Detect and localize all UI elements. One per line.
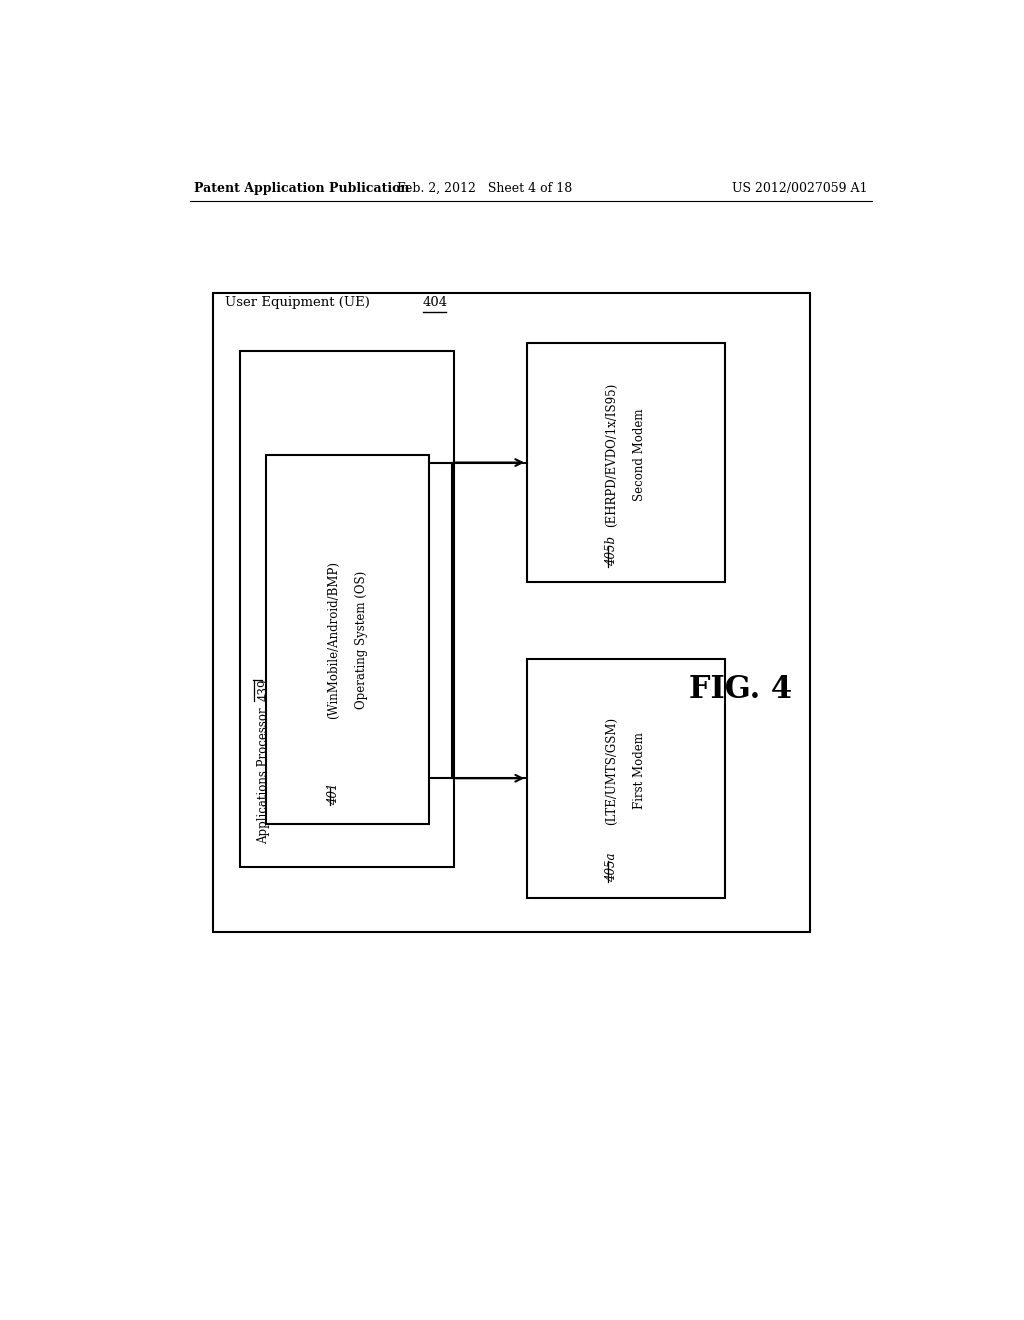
Text: First Modem: First Modem	[634, 733, 646, 809]
Bar	[213, 293, 810, 932]
Text: FIG. 4: FIG. 4	[689, 675, 792, 705]
Text: Feb. 2, 2012   Sheet 4 of 18: Feb. 2, 2012 Sheet 4 of 18	[397, 182, 572, 194]
Bar	[241, 351, 454, 867]
Text: Second Modem: Second Modem	[634, 409, 646, 502]
Text: US 2012/0027059 A1: US 2012/0027059 A1	[732, 182, 868, 194]
Bar	[527, 343, 725, 582]
Text: (EHRPD/EVDO/1x/IS95): (EHRPD/EVDO/1x/IS95)	[605, 383, 618, 527]
Text: Applications Processor: Applications Processor	[257, 704, 270, 843]
Text: 401: 401	[327, 783, 340, 805]
Text: Operating System (OS): Operating System (OS)	[354, 570, 368, 709]
Text: User Equipment (UE): User Equipment (UE)	[225, 296, 374, 309]
Text: (WinMobile/Android/BMP): (WinMobile/Android/BMP)	[327, 561, 340, 718]
Bar	[266, 455, 429, 825]
Text: 404: 404	[423, 296, 447, 309]
Text: 439: 439	[257, 678, 270, 701]
Text: (LTE/UMTS/GSM): (LTE/UMTS/GSM)	[605, 717, 618, 825]
Bar	[527, 659, 725, 898]
Text: Patent Application Publication: Patent Application Publication	[194, 182, 410, 194]
Text: 405a: 405a	[605, 853, 618, 882]
Text: 405b: 405b	[605, 536, 618, 566]
